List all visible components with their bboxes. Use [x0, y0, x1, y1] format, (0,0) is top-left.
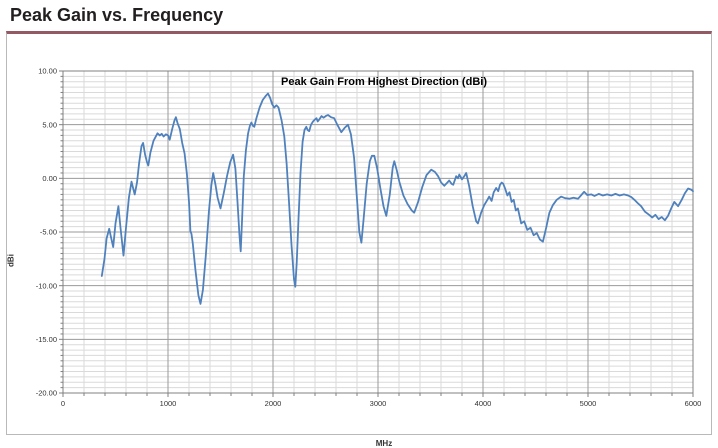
- svg-text:10.00: 10.00: [38, 67, 57, 76]
- y-axis-label: dBi: [6, 254, 16, 267]
- svg-text:5000: 5000: [580, 399, 597, 408]
- svg-text:2000: 2000: [265, 399, 282, 408]
- svg-text:1000: 1000: [160, 399, 177, 408]
- x-axis-label: MHz: [375, 439, 393, 448]
- axis-tick-labels: 0 1000 2000 3000 4000 5000 6000 10.00 5.00 0.00 -5…: [36, 67, 702, 408]
- gain-chart: 0 1000 2000 3000 4000 5000 6000 10.00 5.00 0.00 -5…: [36, 67, 702, 408]
- svg-text:0.00: 0.00: [42, 174, 57, 183]
- chart-title: Peak Gain From Highest Direction (dBi): [281, 76, 487, 88]
- svg-text:-5.00: -5.00: [40, 228, 57, 237]
- page-title: Peak Gain vs. Frequency: [10, 5, 224, 25]
- svg-text:3000: 3000: [370, 399, 387, 408]
- svg-text:-10.00: -10.00: [36, 281, 57, 290]
- svg-text:-20.00: -20.00: [36, 389, 57, 398]
- svg-text:0: 0: [61, 399, 65, 408]
- axis-ticks: [59, 70, 694, 397]
- svg-text:4000: 4000: [475, 399, 492, 408]
- chart-panel: 0 1000 2000 3000 4000 5000 6000 10.00 5.00 0.00 -5…: [6, 31, 712, 448]
- gain-curve: [100, 92, 694, 305]
- svg-text:6000: 6000: [685, 399, 702, 408]
- svg-text:-15.00: -15.00: [36, 335, 57, 344]
- svg-text:5.00: 5.00: [42, 120, 57, 129]
